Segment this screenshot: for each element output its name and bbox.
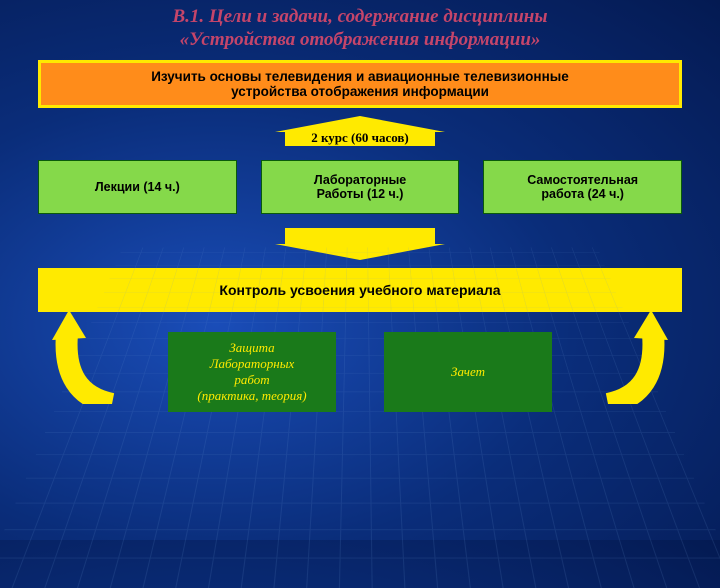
- title-line-1: В.1. Цели и задачи, содержание дисциплин…: [20, 6, 700, 29]
- arrow-down-stem-icon: [285, 228, 435, 244]
- defense-l4: (практика, теория): [197, 388, 306, 404]
- lectures-label: Лекции (14 ч.): [95, 180, 180, 194]
- defense-l1: Защита: [197, 340, 306, 356]
- selfwork-label-2: работа (24 ч.): [527, 187, 638, 201]
- page-title: В.1. Цели и задачи, содержание дисциплин…: [0, 0, 720, 54]
- curved-arrow-left-icon: [52, 304, 152, 404]
- outcomes-row: Защита Лабораторных работ (практика, тео…: [0, 332, 720, 412]
- defense-l2: Лабораторных: [197, 356, 306, 372]
- arrow-up-head-icon: [275, 116, 445, 132]
- exam-label: Зачет: [451, 364, 485, 380]
- defense-box: Защита Лабораторных работ (практика, тео…: [168, 332, 336, 412]
- selfwork-box: Самостоятельная работа (24 ч.): [483, 160, 682, 214]
- goal-line-2: устройства отображения информации: [81, 84, 639, 99]
- defense-l3: работ: [197, 372, 306, 388]
- goal-box: Изучить основы телевидения и авиационные…: [38, 60, 682, 108]
- lectures-box: Лекции (14 ч.): [38, 160, 237, 214]
- control-label: Контроль усвоения учебного материала: [219, 282, 500, 298]
- arrow-up: 2 курс (60 часов): [0, 114, 720, 146]
- labs-box: Лабораторные Работы (12 ч.): [261, 160, 460, 214]
- course-label: 2 курс (60 часов): [311, 130, 409, 146]
- selfwork-label-1: Самостоятельная: [527, 173, 638, 187]
- exam-box: Зачет: [384, 332, 552, 412]
- labs-label-2: Работы (12 ч.): [314, 187, 406, 201]
- arrow-down: [0, 228, 720, 260]
- title-line-2: «Устройства отображения информации»: [20, 29, 700, 52]
- activities-row: Лекции (14 ч.) Лабораторные Работы (12 ч…: [38, 160, 682, 214]
- goal-line-1: Изучить основы телевидения и авиационные…: [81, 69, 639, 84]
- arrow-down-head-icon: [275, 244, 445, 260]
- labs-label-1: Лабораторные: [314, 173, 406, 187]
- curved-arrow-right-icon: [568, 304, 668, 404]
- arrow-up-stem: 2 курс (60 часов): [285, 130, 435, 146]
